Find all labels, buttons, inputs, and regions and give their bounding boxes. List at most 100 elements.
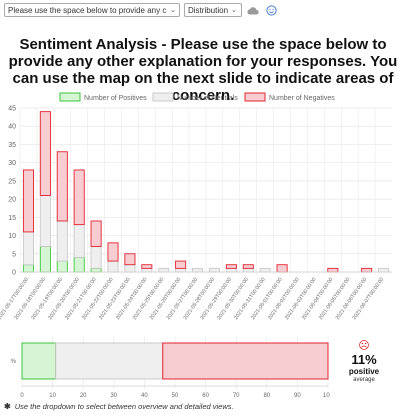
x-tick-label: 2021-05-27T00:00:00 bbox=[166, 277, 200, 321]
bar-segment bbox=[73, 169, 85, 226]
bar-segment bbox=[56, 220, 68, 262]
chart-legend: Number of Positives Number of Neutrals Num… bbox=[59, 92, 335, 102]
x-tick-label: 100 bbox=[323, 393, 330, 399]
chart-x-axis: 2021-05-17T00:00:002021-05-18T00:00:0020… bbox=[0, 277, 385, 321]
bar-segment bbox=[192, 267, 204, 273]
legend-label: Number of Positives bbox=[84, 95, 147, 102]
y-tick-label: 40 bbox=[8, 124, 16, 131]
x-tick-label: 2021-05-28T00:00:00 bbox=[183, 277, 217, 321]
x-tick-label: 2021-06-04T00:00:00 bbox=[301, 277, 335, 321]
x-tick-label: 40 bbox=[141, 393, 148, 399]
bar-segment bbox=[276, 264, 288, 273]
bar-segment bbox=[73, 256, 85, 273]
x-tick-label: 70 bbox=[233, 393, 240, 399]
x-tick-label: 80 bbox=[263, 393, 270, 399]
average-label: average bbox=[353, 377, 375, 383]
question-select[interactable]: Please use the space below to provide an… bbox=[4, 3, 180, 17]
bar-segment bbox=[107, 260, 119, 273]
legend-swatch bbox=[152, 92, 174, 102]
y-tick-label: 0 bbox=[12, 270, 16, 277]
bar-segment bbox=[225, 267, 237, 273]
x-tick-label: 2021-05-25T00:00:00 bbox=[132, 277, 166, 321]
y-tick-label: 20 bbox=[8, 197, 16, 204]
bar-segment bbox=[242, 264, 254, 269]
x-tick-label: 2021-05-23T00:00:00 bbox=[98, 277, 132, 321]
bar-segment bbox=[141, 264, 153, 269]
positive-summary: ☹ 11% positive average bbox=[336, 340, 392, 384]
bar-segment bbox=[242, 267, 254, 273]
bar-segment bbox=[158, 267, 170, 273]
bar-segment bbox=[39, 246, 51, 273]
bar-segment bbox=[141, 267, 153, 273]
y-category-label: % bbox=[11, 359, 17, 365]
bar-segment bbox=[56, 260, 68, 273]
bar-segment bbox=[39, 195, 51, 247]
x-tick-label: 2021-05-26T00:00:00 bbox=[149, 277, 183, 321]
x-tick-label: 2021-05-18T00:00:00 bbox=[13, 277, 47, 321]
toolbar: Please use the space below to provide an… bbox=[4, 2, 278, 18]
y-tick-label: 25 bbox=[8, 178, 16, 185]
ratio-segment bbox=[21, 342, 57, 380]
bar-segment bbox=[90, 220, 102, 247]
x-tick-label: 2021-05-31T00:00:00 bbox=[233, 277, 267, 321]
footnote-text: Use the dropdown to select between overv… bbox=[14, 402, 234, 411]
bar-segment bbox=[124, 264, 136, 273]
smiley-icon[interactable] bbox=[264, 3, 278, 17]
chevron-down-icon: ⌄ bbox=[170, 7, 176, 14]
legend-label: Number of Neutrals bbox=[177, 95, 238, 102]
legend-label: Number of Negatives bbox=[269, 95, 335, 102]
x-tick-label: 0 bbox=[20, 393, 24, 399]
x-tick-label: 10 bbox=[49, 393, 56, 399]
sentiment-ratio-chart: 0 10 20 30 40 50 60 70 80 90 100% bbox=[11, 336, 330, 399]
bar-segment bbox=[124, 253, 136, 266]
x-tick-label: 2021-05-24T00:00:00 bbox=[115, 277, 149, 321]
y-tick-label: 45 bbox=[8, 106, 16, 113]
bar-segment bbox=[208, 267, 220, 273]
y-tick-label: 15 bbox=[8, 215, 16, 222]
bar-segment bbox=[327, 267, 339, 273]
frown-icon: ☹ bbox=[358, 340, 370, 352]
footnote: ✱ Use the dropdown to select between ove… bbox=[4, 402, 234, 411]
x-tick-label: 2021-06-01T00:00:00 bbox=[250, 277, 284, 321]
view-select-value: Distribution bbox=[188, 5, 229, 15]
x-tick-label: 2021-06-05T00:00:00 bbox=[318, 277, 352, 321]
y-tick-label: 30 bbox=[8, 160, 16, 167]
y-tick-label: 10 bbox=[8, 233, 16, 240]
x-tick-label: 2021-05-22T00:00:00 bbox=[81, 277, 115, 321]
bar-segment bbox=[175, 260, 187, 269]
x-tick-label: 50 bbox=[172, 393, 179, 399]
positive-label: positive bbox=[348, 367, 380, 376]
sentiment-distribution-chart: Number of Positives Number of Neutrals Num… bbox=[0, 92, 392, 321]
x-tick-label: 2021-06-02T00:00:00 bbox=[267, 277, 301, 321]
bar-segment bbox=[175, 267, 187, 273]
bar-segment bbox=[39, 111, 51, 196]
x-tick-label: 90 bbox=[294, 393, 301, 399]
bar-segment bbox=[73, 224, 85, 258]
x-tick-label: 2021-05-29T00:00:00 bbox=[199, 277, 233, 321]
bar-segment bbox=[90, 267, 102, 273]
x-tick-label: 2021-05-20T00:00:00 bbox=[47, 277, 81, 321]
x-tick-label: 20 bbox=[80, 393, 87, 399]
positive-percent: 11% bbox=[351, 352, 377, 367]
x-tick-label: 2021-06-03T00:00:00 bbox=[284, 277, 318, 321]
ratio-segment bbox=[162, 342, 329, 380]
view-select[interactable]: Distribution ⌄ bbox=[184, 3, 242, 17]
x-tick-label: 2021-06-06T00:00:00 bbox=[335, 277, 369, 321]
x-tick-label: 30 bbox=[110, 393, 117, 399]
bar-segment bbox=[22, 231, 34, 266]
legend-swatch bbox=[244, 92, 266, 102]
x-tick-label: 2021-06-07T00:00:00 bbox=[352, 277, 386, 321]
y-tick-label: 35 bbox=[8, 142, 16, 149]
page-title: Sentiment Analysis - Please use the spac… bbox=[8, 36, 398, 104]
question-select-value: Please use the space below to provide an… bbox=[8, 5, 167, 15]
chart-bars bbox=[19, 108, 392, 275]
x-tick-label: 2021-05-30T00:00:00 bbox=[216, 277, 250, 321]
bar-segment bbox=[22, 264, 34, 273]
cloud-icon[interactable] bbox=[246, 3, 260, 17]
y-tick-label: 5 bbox=[12, 251, 16, 258]
ratio-segment bbox=[55, 342, 164, 380]
bar-segment bbox=[378, 267, 390, 273]
asterisk-icon: ✱ bbox=[4, 402, 11, 411]
bar-segment bbox=[225, 264, 237, 269]
legend-swatch bbox=[59, 92, 81, 102]
